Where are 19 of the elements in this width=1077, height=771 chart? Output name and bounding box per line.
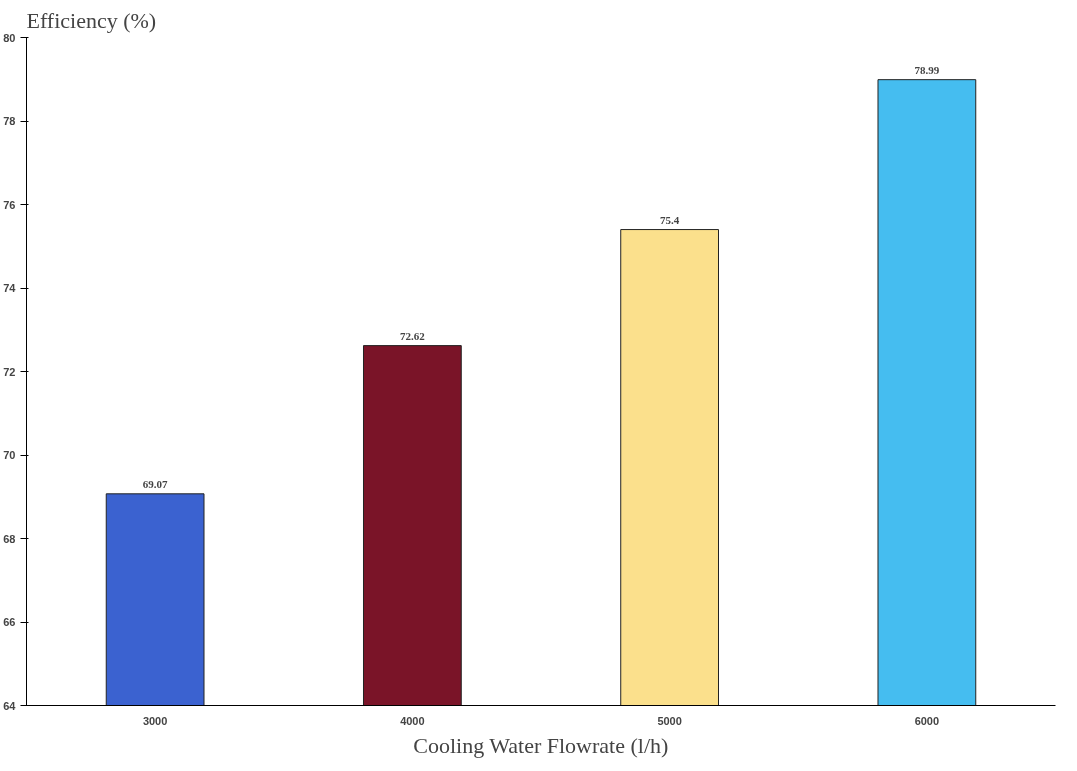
x-tick-label: 5000 bbox=[657, 714, 682, 727]
x-tick-label: 4000 bbox=[400, 714, 425, 727]
y-axis-title: Efficiency (%) bbox=[26, 7, 157, 33]
y-tick-label: 76 bbox=[3, 198, 16, 211]
y-tick-label: 74 bbox=[3, 282, 17, 294]
data-label: 78.99 bbox=[914, 63, 940, 76]
x-tick-label: 6000 bbox=[914, 714, 940, 727]
y-tick-label: 80 bbox=[3, 31, 16, 44]
y-tick-label: 66 bbox=[3, 616, 16, 628]
y-tick-label: 68 bbox=[3, 532, 16, 545]
data-label: 75.4 bbox=[660, 213, 680, 226]
data-label: 69.07 bbox=[142, 477, 168, 490]
y-tick-label: 78 bbox=[3, 115, 16, 127]
y-tick-label: 64 bbox=[3, 699, 17, 712]
y-tick-label: 70 bbox=[3, 449, 16, 461]
x-tick-label: 3000 bbox=[142, 714, 168, 727]
data-label: 72.62 bbox=[400, 329, 426, 342]
x-axis-title: Cooling Water Flowrate (l/h) bbox=[413, 732, 669, 758]
y-tick-label: 72 bbox=[3, 365, 16, 378]
